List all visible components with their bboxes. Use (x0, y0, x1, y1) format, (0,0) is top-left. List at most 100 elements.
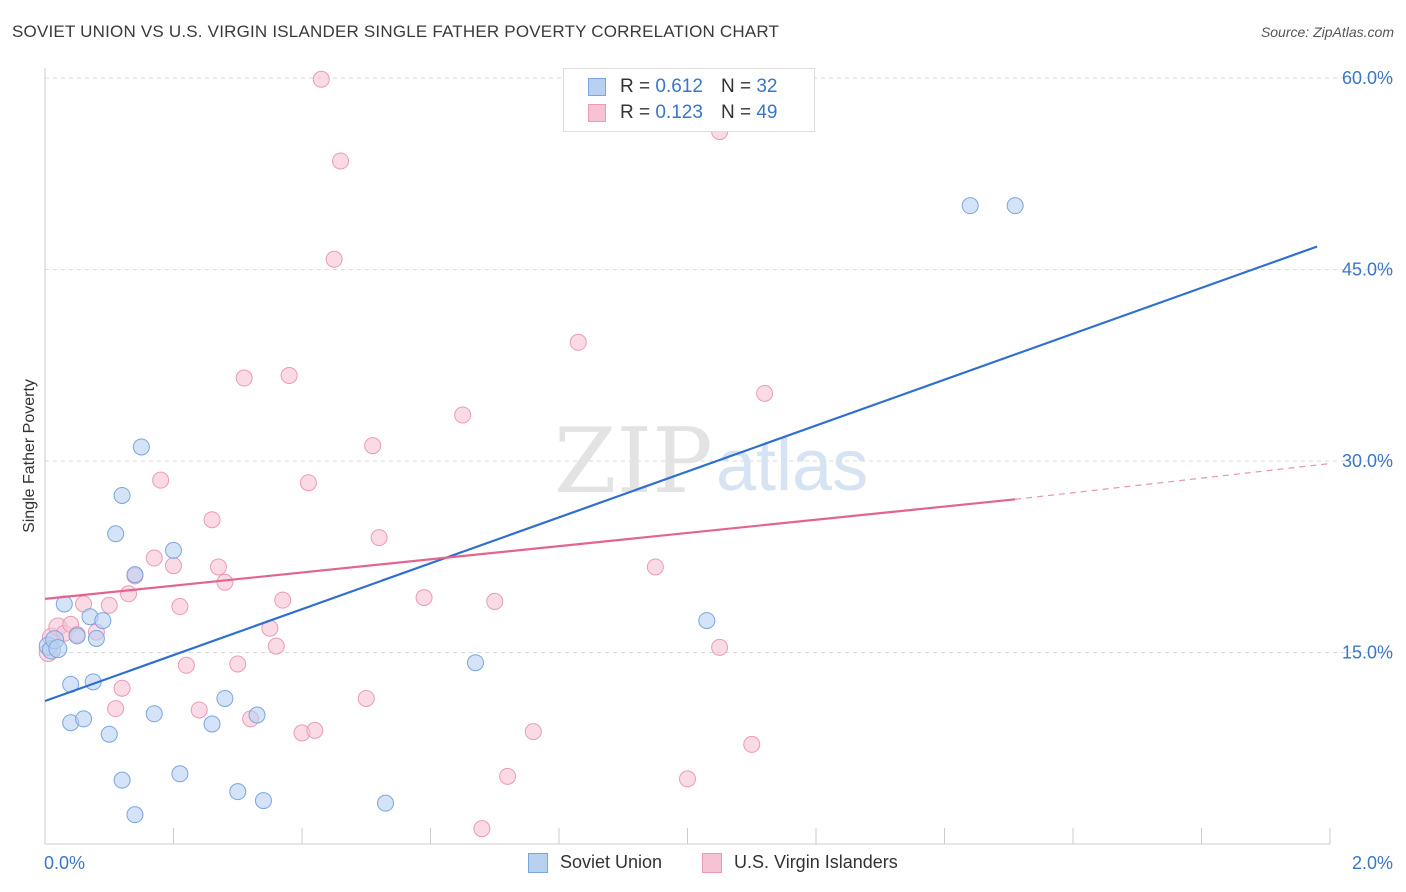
data-point-us-virgin-islanders (280, 366, 298, 384)
data-point-us-virgin-islanders (216, 573, 234, 591)
data-point-us-virgin-islanders (679, 770, 696, 788)
data-point-us-virgin-islanders (229, 655, 247, 673)
data-point-us-virgin-islanders (454, 406, 472, 424)
data-point-us-virgin-islanders (190, 701, 208, 719)
y-tick-label: 45.0% (1342, 260, 1393, 280)
legend-swatch-pink (588, 104, 606, 122)
y-axis-label: Single Father Poverty (21, 379, 38, 533)
data-point-us-virgin-islanders (499, 767, 517, 785)
y-tick-label: 30.0% (1342, 451, 1393, 471)
data-point-soviet-union (87, 629, 105, 647)
data-point-us-virgin-islanders (145, 549, 163, 567)
axes (44, 68, 1331, 845)
data-point-soviet-union (75, 710, 93, 728)
data-point-us-virgin-islanders (306, 721, 324, 739)
data-point-us-virgin-islanders (473, 820, 491, 838)
data-point-soviet-union (203, 715, 221, 733)
trend-line-us-virgin-islanders (44, 498, 1016, 600)
data-point-soviet-union (254, 792, 272, 810)
data-point-soviet-union (377, 794, 395, 812)
bottom-legend-us-virgin-islanders: U.S. Virgin Islanders (702, 852, 898, 873)
legend-r-label: R = (620, 76, 651, 97)
data-point-soviet-union (68, 627, 86, 645)
data-point-us-virgin-islanders (113, 679, 131, 697)
x-tick-label: 0.0% (44, 853, 85, 873)
legend-r-label: R = (620, 102, 651, 123)
trend-line-us-virgin-islanders-extension (1015, 462, 1331, 500)
chart-title: SOVIET UNION VS U.S. VIRGIN ISLANDER SIN… (12, 22, 780, 41)
legend-row-us-virgin-islanders: R = 0.123 N = 49 (588, 101, 777, 125)
data-point-soviet-union (100, 725, 118, 743)
data-point-us-virgin-islanders (743, 735, 761, 753)
data-point-us-virgin-islanders (299, 474, 317, 492)
watermark-zip: ZIP (554, 409, 713, 514)
data-point-soviet-union (1006, 197, 1024, 215)
data-point-soviet-union (216, 689, 234, 707)
data-point-us-virgin-islanders (209, 558, 227, 576)
data-point-soviet-union (698, 612, 716, 630)
data-point-us-virgin-islanders (267, 637, 285, 655)
data-point-soviet-union (107, 525, 125, 543)
trend-line-soviet-union (44, 245, 1318, 703)
data-point-us-virgin-islanders (152, 471, 170, 489)
data-point-us-virgin-islanders (274, 591, 292, 609)
data-point-us-virgin-islanders (357, 689, 375, 707)
data-point-soviet-union (961, 197, 979, 215)
y-tick-label: 60.0% (1342, 68, 1393, 88)
data-point-us-virgin-islanders (100, 596, 118, 614)
data-point-us-virgin-islanders (203, 511, 221, 529)
data-point-us-virgin-islanders (177, 656, 195, 674)
data-point-soviet-union (145, 705, 163, 723)
bottom-legend-swatch-blue (528, 852, 548, 873)
data-point-us-virgin-islanders (486, 592, 504, 610)
data-point-us-virgin-islanders (415, 589, 433, 607)
bottom-legend-label: Soviet Union (560, 852, 663, 872)
data-point-us-virgin-islanders (332, 152, 350, 170)
data-point-soviet-union (126, 566, 144, 584)
data-point-soviet-union (48, 639, 68, 659)
grid-lines (45, 77, 1392, 653)
data-point-us-virgin-islanders (107, 700, 125, 718)
data-point-us-virgin-islanders (370, 529, 388, 547)
data-point-us-virgin-islanders (165, 557, 182, 575)
data-point-soviet-union (113, 771, 131, 789)
data-point-soviet-union (171, 765, 189, 783)
bottom-legend-label: U.S. Virgin Islanders (734, 852, 898, 872)
bottom-legend-swatch-pink (702, 852, 722, 873)
data-point-us-virgin-islanders (171, 598, 189, 616)
data-point-us-virgin-islanders (120, 585, 138, 603)
data-point-us-virgin-islanders (235, 369, 253, 387)
series-us-virgin-islanders (38, 70, 774, 838)
data-point-soviet-union (165, 541, 182, 559)
data-point-us-virgin-islanders (646, 558, 664, 576)
source-label: Source: ZipAtlas.com (1260, 24, 1394, 40)
data-point-us-virgin-islanders (711, 638, 729, 656)
watermark-atlas: atlas (716, 426, 868, 506)
data-point-us-virgin-islanders (364, 437, 382, 455)
data-point-us-virgin-islanders (756, 384, 774, 402)
data-point-soviet-union (466, 654, 484, 672)
legend-swatch-blue (588, 78, 606, 96)
data-point-soviet-union (126, 806, 144, 824)
data-point-us-virgin-islanders (524, 723, 542, 741)
data-point-soviet-union (94, 612, 112, 630)
series-soviet-union (38, 197, 1024, 824)
legend-n-label: N = (720, 76, 752, 97)
data-point-soviet-union (248, 706, 266, 724)
y-tick-label: 15.0% (1342, 643, 1393, 663)
legend-n-value: 49 (756, 102, 778, 123)
legend-r-value: 0.612 (655, 76, 703, 97)
bottom-legend-soviet-union: Soviet Union (528, 852, 662, 873)
watermark: ZIP atlas (554, 409, 868, 514)
legend-n-value: 32 (756, 76, 778, 97)
data-point-us-virgin-islanders (312, 70, 330, 88)
legend-row-soviet-union: R = 0.612 N = 32 (588, 75, 777, 99)
data-point-soviet-union (132, 438, 150, 456)
x-tick-label: 2.0% (1352, 853, 1393, 873)
data-point-soviet-union (229, 783, 247, 801)
legend-n-label: N = (720, 102, 752, 123)
correlation-legend: R = 0.612 N = 32 R = 0.123 N = 49 (563, 68, 815, 132)
data-point-us-virgin-islanders (569, 333, 587, 351)
legend-r-value: 0.123 (655, 102, 703, 123)
